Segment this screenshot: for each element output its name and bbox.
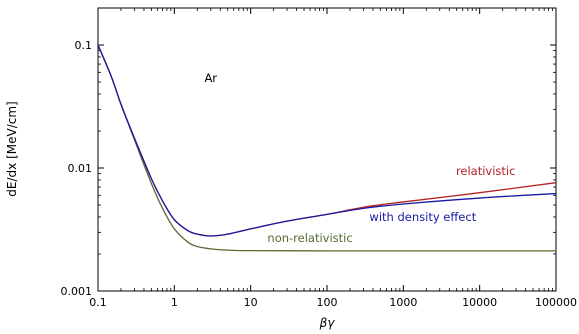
y-tick-label: 0.001 xyxy=(61,285,93,298)
x-tick-label: 100000 xyxy=(535,296,577,309)
series-label-relativistic: relativistic xyxy=(456,164,516,178)
x-tick-label: 0.1 xyxy=(89,296,107,309)
x-tick-label: 10000 xyxy=(462,296,497,309)
series-line-non-relativistic xyxy=(97,44,556,252)
y-tick-label: 0.1 xyxy=(75,39,93,52)
annotation-label: Ar xyxy=(204,71,217,85)
x-tick-label: 1 xyxy=(171,296,178,309)
x-tick-label: 1000 xyxy=(389,296,417,309)
series-label-non-relativistic: non-relativistic xyxy=(267,231,352,245)
y-tick-label: 0.01 xyxy=(68,162,93,175)
series-line-with-density-effect xyxy=(97,44,557,237)
series-layer xyxy=(97,44,557,252)
x-tick-label: 10 xyxy=(244,296,258,309)
plot-frame xyxy=(97,7,557,292)
label-layer: non-relativistic relativistic with density… xyxy=(204,71,515,245)
axis-ticks: 0.1 1 10 100 1000 10000 100000 0.001 0.01 0.1 xyxy=(61,8,577,309)
x-axis-title: βγ xyxy=(319,316,336,330)
series-label-with-density-effect: with density effect xyxy=(369,210,476,224)
y-axis-title: dE/dx [MeV/cm] xyxy=(5,101,19,196)
x-tick-label: 100 xyxy=(317,296,338,309)
